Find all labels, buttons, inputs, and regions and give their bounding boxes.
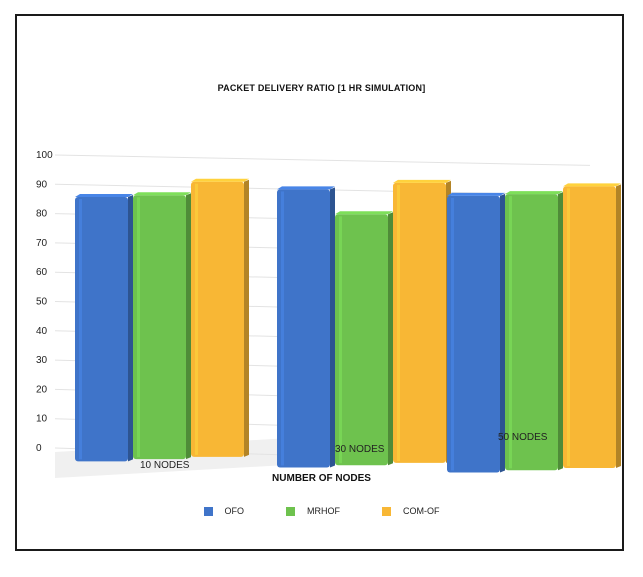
bar-com-of bbox=[393, 182, 446, 463]
bar-highlight bbox=[567, 188, 570, 467]
legend-label-ofo: OFO bbox=[224, 506, 245, 516]
y-tick-label: 40 bbox=[36, 326, 48, 337]
bar-mrhof bbox=[505, 194, 558, 471]
chart-title: PACKET DELIVERY RATIO [1 HR SIMULATION] bbox=[217, 83, 426, 93]
gridline bbox=[54, 154, 591, 166]
bar-highlight bbox=[339, 216, 342, 464]
bar-side-ofo bbox=[500, 193, 505, 473]
legend-label-com-of: COM-OF bbox=[403, 506, 440, 516]
bar-side-mrhof bbox=[558, 192, 563, 471]
bar-top-ofo bbox=[447, 192, 505, 196]
bar-top-mrhof bbox=[133, 192, 191, 196]
bar-highlight bbox=[451, 197, 454, 471]
bar-com-of bbox=[191, 181, 244, 457]
y-tick-label: 70 bbox=[36, 238, 48, 249]
bar-side-ofo bbox=[330, 187, 335, 468]
bar-highlight bbox=[137, 197, 140, 458]
y-tick-label: 30 bbox=[36, 355, 48, 366]
legend-item-mrhof: MRHOF bbox=[286, 506, 340, 516]
x-tick-label: 10 NODES bbox=[140, 460, 190, 471]
x-tick-label: 30 NODES bbox=[335, 444, 385, 455]
bar-side-com-of bbox=[616, 184, 621, 469]
y-tick-label: 60 bbox=[36, 267, 48, 278]
bar-mrhof bbox=[335, 214, 388, 466]
bar-ofo bbox=[447, 195, 500, 473]
bar-top-ofo bbox=[277, 186, 335, 190]
bar-top-com-of bbox=[191, 178, 249, 182]
bar-ofo bbox=[277, 189, 330, 468]
legend: OFO MRHOF COM-OF bbox=[0, 506, 643, 516]
bar-side-com-of bbox=[244, 179, 249, 457]
legend-swatch-mrhof bbox=[286, 506, 295, 516]
bar-top-mrhof bbox=[505, 191, 563, 195]
bar-highlight bbox=[195, 183, 198, 455]
bar-side-mrhof bbox=[388, 212, 393, 466]
y-tick-label: 100 bbox=[36, 150, 53, 161]
y-tick-label: 0 bbox=[36, 443, 42, 454]
bar-side-mrhof bbox=[186, 193, 191, 460]
bar-highlight bbox=[397, 184, 400, 461]
y-tick-label: 90 bbox=[36, 179, 48, 190]
x-tick-label: 50 NODES bbox=[498, 432, 548, 443]
bar-top-com-of bbox=[393, 179, 451, 183]
legend-swatch-ofo bbox=[203, 506, 213, 516]
legend-label-mrhof: MRHOF bbox=[307, 506, 340, 516]
bar-side-ofo bbox=[128, 194, 133, 462]
legend-item-com-of: COM-OF bbox=[382, 506, 440, 516]
y-tick-label: 50 bbox=[36, 297, 48, 308]
legend-item-ofo: OFO bbox=[203, 506, 245, 516]
y-tick-label: 10 bbox=[36, 414, 48, 425]
bar-highlight bbox=[79, 198, 82, 460]
bar-ofo bbox=[75, 196, 128, 462]
bar-mrhof bbox=[133, 195, 186, 460]
x-axis-title: NUMBER OF NODES bbox=[272, 473, 371, 484]
legend-swatch-com-of bbox=[382, 506, 391, 516]
bar-highlight bbox=[509, 196, 512, 469]
bar-highlight bbox=[281, 191, 284, 466]
bar-top-ofo bbox=[75, 193, 133, 197]
y-tick-label: 80 bbox=[36, 209, 48, 220]
y-tick-label: 20 bbox=[36, 384, 48, 395]
bar-top-com-of bbox=[563, 183, 621, 187]
bar-top-mrhof bbox=[335, 211, 393, 215]
bar-com-of bbox=[563, 186, 616, 469]
